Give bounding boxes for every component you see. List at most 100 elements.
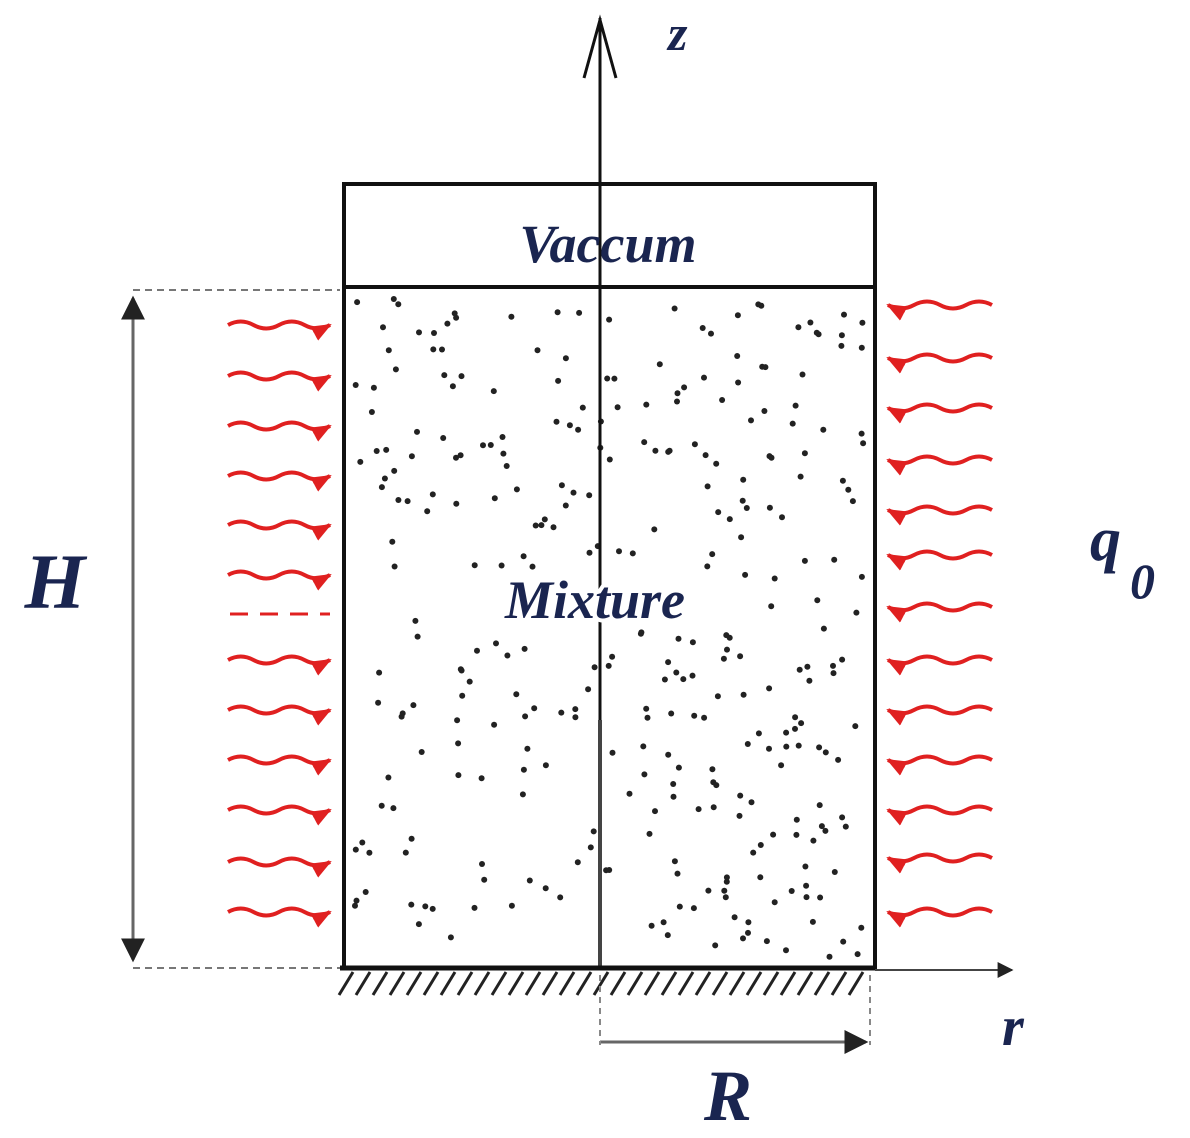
particle (656, 361, 663, 368)
particle (587, 844, 594, 851)
particle (826, 953, 833, 960)
vaccum-label: Vaccum (519, 214, 696, 274)
particle (558, 709, 565, 716)
particle (395, 301, 402, 308)
particle (373, 448, 380, 454)
particle (822, 827, 829, 834)
mixture-label: Mixture (504, 570, 685, 630)
particle (490, 388, 497, 395)
hatch-line (711, 971, 729, 996)
particle (440, 435, 447, 441)
heat-arrow (227, 856, 332, 878)
particle (665, 751, 672, 758)
particle (750, 849, 757, 856)
particle (500, 450, 507, 457)
particle (451, 310, 458, 317)
particle (720, 655, 727, 662)
particle (748, 417, 754, 424)
particle (795, 324, 802, 331)
particle (566, 422, 573, 429)
hatch-line (405, 971, 423, 996)
particle (740, 476, 747, 483)
particle (691, 441, 698, 448)
particle (839, 814, 846, 821)
particle (838, 342, 845, 349)
particle (737, 653, 744, 660)
hatch-line (371, 971, 389, 996)
particle (858, 430, 865, 437)
particle (690, 905, 697, 912)
hatch-line (354, 971, 372, 996)
particle (670, 793, 677, 800)
heat-arrow (227, 804, 332, 826)
particle (807, 319, 814, 326)
particle (796, 666, 803, 673)
particle (366, 849, 373, 856)
particle (529, 563, 536, 570)
particle (761, 408, 768, 414)
particle (814, 597, 821, 604)
particle (458, 373, 465, 380)
particle (680, 676, 687, 683)
particle (652, 808, 658, 815)
particle (412, 617, 419, 624)
particle (590, 828, 597, 835)
particle (822, 749, 829, 756)
particle (414, 428, 420, 435)
particle (757, 874, 764, 881)
particle (849, 498, 856, 505)
particle (641, 771, 648, 778)
particle (668, 710, 675, 717)
particle (604, 375, 611, 382)
particle (715, 509, 722, 516)
hatch-line (507, 971, 525, 996)
particle (504, 652, 511, 659)
hatch-line (524, 971, 542, 996)
particle (816, 802, 823, 809)
particle (675, 764, 682, 771)
particle (792, 402, 799, 409)
particle (491, 721, 498, 728)
particle (459, 692, 466, 699)
particle (381, 475, 388, 482)
particle (651, 526, 658, 533)
particle (521, 645, 528, 652)
particle (831, 869, 838, 875)
particle (430, 346, 437, 353)
particle (722, 894, 729, 901)
hatch-line (626, 971, 644, 996)
particle (726, 634, 733, 641)
ground-hatch (337, 971, 865, 996)
particle (457, 452, 464, 459)
particle (691, 712, 698, 719)
particle (783, 729, 790, 736)
particle (793, 831, 800, 838)
particle (455, 772, 462, 779)
particle (712, 942, 719, 949)
particle (661, 676, 668, 683)
particle (643, 401, 650, 408)
particle (362, 889, 369, 895)
particle (644, 714, 651, 721)
heat-arrows (227, 299, 993, 928)
heat-arrow (227, 420, 332, 442)
particle (532, 522, 539, 529)
particle (699, 325, 706, 331)
particle (841, 311, 847, 318)
particle (453, 454, 459, 461)
hatch-line (847, 971, 865, 996)
particle (710, 779, 717, 786)
particle (766, 504, 773, 511)
particle (839, 477, 846, 484)
particle (705, 887, 712, 894)
particle (638, 629, 645, 636)
particle (534, 347, 541, 354)
r-label: r (1002, 996, 1025, 1058)
particle (799, 371, 806, 378)
particle (526, 877, 533, 884)
particle (576, 309, 583, 316)
particle (701, 374, 707, 381)
particle (555, 377, 562, 384)
particle (454, 717, 461, 724)
